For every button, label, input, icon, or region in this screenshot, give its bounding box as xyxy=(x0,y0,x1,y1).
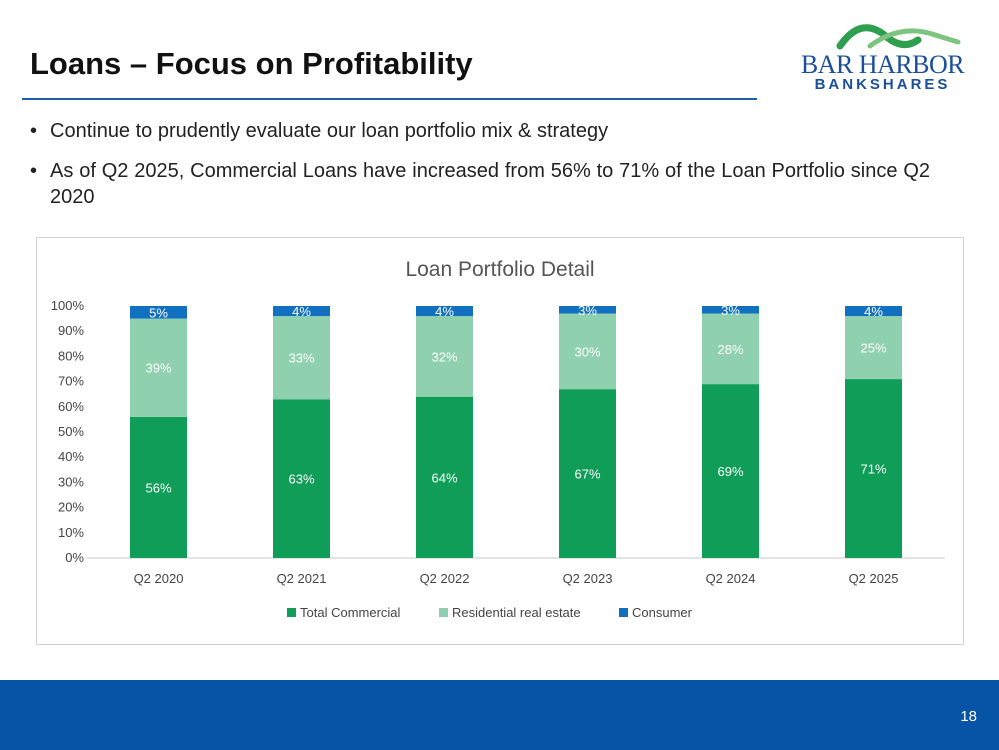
legend-label: Consumer xyxy=(632,605,693,620)
chart-canvas: Loan Portfolio Detail 0% 10% 20% 30% 40% 50% 60… xyxy=(51,258,945,620)
bullet-text: As of Q2 2025, Commercial Loans have inc… xyxy=(50,160,930,208)
bar-segment-residential-real-estate xyxy=(416,316,473,397)
legend-swatch xyxy=(619,608,628,617)
data-label: 5% xyxy=(149,305,168,320)
bar-segment-consumer xyxy=(130,306,187,319)
data-label: 64% xyxy=(431,470,457,485)
y-tick-label: 60% xyxy=(58,399,84,414)
legend-label: Total Commercial xyxy=(300,605,401,620)
chart-title: Loan Portfolio Detail xyxy=(405,258,594,281)
data-label: 33% xyxy=(288,351,314,366)
bar-segment-consumer xyxy=(702,306,759,314)
x-tick-label: Q2 2021 xyxy=(277,571,327,586)
footer-bar: 18 xyxy=(0,680,999,750)
logo-text-line2: BANKSHARES xyxy=(814,76,951,93)
y-tick-label: 10% xyxy=(58,525,84,540)
y-tick-label: 50% xyxy=(58,424,84,439)
data-label: 28% xyxy=(717,342,743,357)
bar-segment-consumer xyxy=(559,306,616,314)
data-label: 39% xyxy=(145,361,171,376)
bar-segment-residential-real-estate xyxy=(702,313,759,385)
data-label: 56% xyxy=(145,480,171,495)
title-divider xyxy=(22,98,757,100)
legend-swatch xyxy=(287,608,296,617)
data-label: 67% xyxy=(574,467,600,482)
bar-segment-total-commercial xyxy=(845,379,902,558)
y-tick-label: 90% xyxy=(58,323,84,338)
bar-harbor-logo: BAR HARBOR BANKSHARES xyxy=(800,16,965,96)
y-tick-label: 100% xyxy=(51,298,85,313)
bar-segment-total-commercial xyxy=(416,396,473,558)
y-tick-label: 0% xyxy=(65,550,84,565)
data-label: 25% xyxy=(860,341,886,356)
x-tick-label: Q2 2022 xyxy=(420,571,470,586)
loan-portfolio-chart: Loan Portfolio Detail 0% 10% 20% 30% 40% 50% 60… xyxy=(36,237,964,645)
bar-segment-residential-real-estate xyxy=(845,316,902,380)
y-tick-label: 40% xyxy=(58,449,84,464)
y-tick-label: 70% xyxy=(58,374,84,389)
x-tick-label: Q2 2023 xyxy=(563,571,613,586)
bar-segment-residential-real-estate xyxy=(130,318,187,417)
y-tick-label: 30% xyxy=(58,474,84,489)
legend-swatch xyxy=(439,608,448,617)
y-tick-label: 80% xyxy=(58,348,84,363)
data-label: 63% xyxy=(288,472,314,487)
x-tick-label: Q2 2025 xyxy=(849,571,899,586)
data-label: 4% xyxy=(435,304,454,319)
bar-segment-total-commercial xyxy=(559,389,616,558)
data-label: 3% xyxy=(721,303,740,318)
bullet-text: Continue to prudently evaluate our loan … xyxy=(50,120,609,142)
logo-text-line1: BAR HARBOR xyxy=(800,50,965,79)
bar-segment-consumer xyxy=(416,306,473,317)
y-tick-label: 20% xyxy=(58,500,84,515)
data-label: 3% xyxy=(578,303,597,318)
data-label: 4% xyxy=(864,304,883,319)
bar-segment-residential-real-estate xyxy=(273,316,330,400)
bar-segment-consumer xyxy=(845,306,902,317)
data-label: 69% xyxy=(717,464,743,479)
data-label: 71% xyxy=(860,462,886,477)
bullet-dot: • xyxy=(30,160,38,182)
bar-segment-total-commercial xyxy=(130,416,187,558)
legend-label: Residential real estate xyxy=(452,605,581,620)
bar-segment-total-commercial xyxy=(273,399,330,558)
x-tick-label: Q2 2024 xyxy=(706,571,756,586)
data-label: 30% xyxy=(574,344,600,359)
x-tick-label: Q2 2020 xyxy=(134,571,184,586)
data-label: 4% xyxy=(292,304,311,319)
slide-title: Loans – Focus on Profitability xyxy=(30,46,473,81)
logo-hills-icon xyxy=(836,24,961,50)
bar-segment-total-commercial xyxy=(702,384,759,558)
bullet-dot: • xyxy=(30,120,38,142)
bullet-item: • As of Q2 2025, Commercial Loans have i… xyxy=(30,158,930,210)
data-label: 32% xyxy=(431,349,457,364)
page-number: 18 xyxy=(960,708,977,725)
bar-segment-residential-real-estate xyxy=(559,313,616,390)
bar-segment-consumer xyxy=(273,306,330,317)
bullet-item: • Continue to prudently evaluate our loa… xyxy=(30,118,930,144)
bullet-list: • Continue to prudently evaluate our loa… xyxy=(30,118,930,224)
